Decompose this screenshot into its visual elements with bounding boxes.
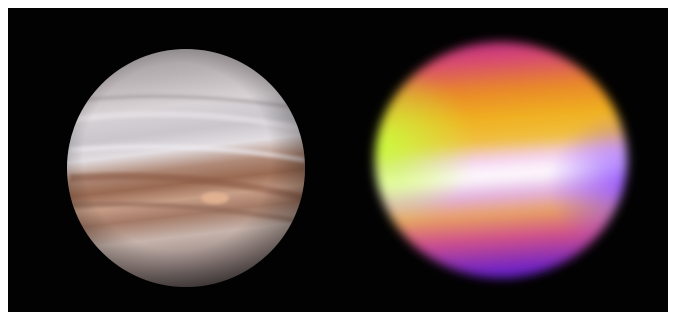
- jupiter-visible: [67, 49, 305, 287]
- jupiter-false-color: [375, 42, 627, 278]
